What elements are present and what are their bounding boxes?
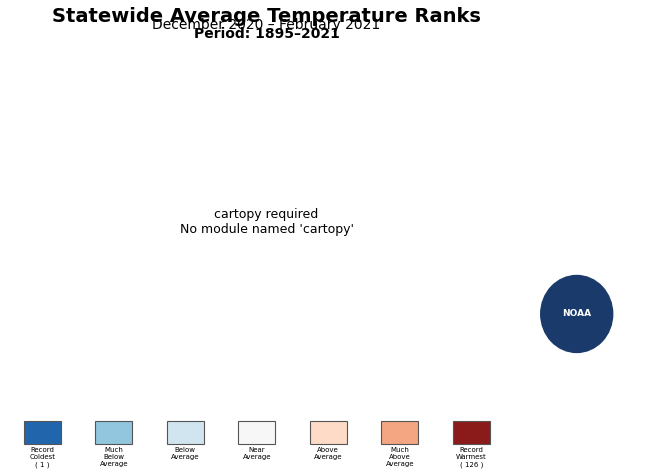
FancyBboxPatch shape — [309, 421, 347, 444]
Text: Above
Average: Above Average — [314, 447, 343, 460]
Text: cartopy required
No module named 'cartopy': cartopy required No module named 'cartop… — [179, 208, 354, 236]
FancyBboxPatch shape — [452, 421, 490, 444]
FancyBboxPatch shape — [95, 421, 133, 444]
Text: Record
Coldest
( 1 ): Record Coldest ( 1 ) — [29, 447, 55, 468]
Text: Record
Warmest
( 126 ): Record Warmest ( 126 ) — [456, 447, 487, 468]
Text: National Centers for
Environmental
Information
Thu Mar. 4 2021: National Centers for Environmental Infor… — [543, 358, 610, 384]
Text: Statewide Average Temperature Ranks: Statewide Average Temperature Ranks — [52, 7, 481, 26]
FancyBboxPatch shape — [381, 421, 419, 444]
FancyBboxPatch shape — [23, 421, 61, 444]
Circle shape — [541, 276, 613, 352]
Text: Below
Average: Below Average — [171, 447, 200, 460]
FancyBboxPatch shape — [166, 421, 204, 444]
Text: NOAA: NOAA — [562, 310, 592, 318]
Text: Much
Below
Average: Much Below Average — [99, 447, 128, 467]
Text: December 2020 – February 2021: December 2020 – February 2021 — [152, 18, 381, 32]
Text: Near
Average: Near Average — [242, 447, 271, 460]
Text: Period: 1895–2021: Period: 1895–2021 — [194, 27, 339, 40]
Text: Much
Above
Average: Much Above Average — [385, 447, 414, 467]
FancyBboxPatch shape — [238, 421, 276, 444]
